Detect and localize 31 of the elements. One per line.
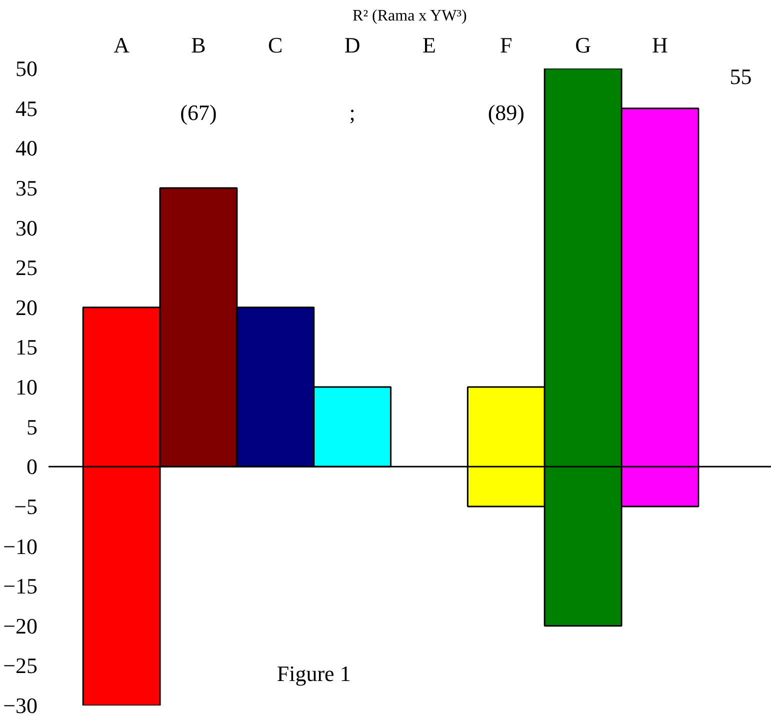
x-tick-label: F (500, 32, 512, 58)
x-tick-label: A (114, 32, 130, 58)
y-tick-label: −20 (3, 613, 38, 638)
y-tick-label: 10 (16, 374, 38, 400)
annotation: (89) (488, 100, 524, 125)
y-tick-label: −25 (3, 653, 38, 678)
y-tick-label: 50 (16, 56, 38, 81)
y-tick-label: 30 (16, 215, 38, 240)
y-tick-label: −15 (3, 574, 38, 599)
annotation: (67) (180, 100, 217, 125)
y-tick-label: 15 (16, 334, 38, 360)
x-tick-label: D (344, 32, 360, 58)
y-tick-label: 35 (16, 175, 38, 200)
x-tick-label: C (268, 32, 283, 58)
y-tick-label: −10 (3, 534, 38, 559)
x-tick-label: B (191, 32, 206, 58)
y-tick-label: 45 (16, 96, 38, 121)
y-tick-label: 5 (26, 414, 38, 440)
chart-title: R² (Rama x YW³) (352, 8, 467, 24)
y-tick-label: 40 (16, 136, 38, 161)
y-tick-label: 20 (16, 294, 38, 320)
x-tick-label: G (575, 32, 592, 58)
x-tick-label: E (422, 32, 436, 58)
y-tick-label: 25 (16, 255, 38, 280)
y-tick-label: 0 (26, 454, 38, 480)
text: 55 (730, 64, 752, 89)
annotation: ; (349, 100, 356, 125)
y-tick-label: −30 (3, 693, 38, 718)
annotation: Figure 1 (276, 661, 351, 686)
x-tick-label: H (652, 32, 668, 58)
y-tick-label: −5 (14, 494, 38, 519)
